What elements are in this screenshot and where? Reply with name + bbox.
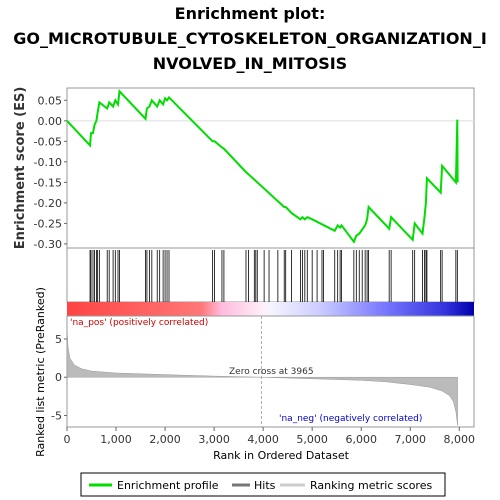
chart-title-line-2: GO_MICROTUBULE_CYTOSKELETON_ORGANIZATION…	[13, 29, 487, 48]
x-axis-label: Rank in Ordered Dataset	[213, 449, 350, 462]
ranked-metric-panel-frame	[66, 315, 475, 428]
legend-label-hits: Hits	[254, 479, 276, 492]
es-y-tick-label: 0.05	[38, 94, 63, 107]
legend-label-ranking: Ranking metric scores	[310, 479, 432, 492]
enrichment-profile-line	[66, 89, 459, 244]
metric-y-tick-label: 5	[55, 333, 62, 346]
x-tick-label: 0	[64, 433, 71, 446]
ranking-metric-area	[66, 327, 458, 426]
es-panel-frame	[66, 87, 475, 249]
hits-marks	[89, 250, 458, 302]
pos-correlated-label: 'na_pos' (positively correlated)	[70, 318, 208, 328]
x-axis: 0 1,000 2,000 3,000 4,000 5,000 6,000 7,000 8,00…	[64, 427, 476, 446]
rank-color-bar	[67, 302, 474, 316]
es-y-tick-label: 0.00	[38, 115, 63, 128]
x-tick-label: 4,000	[247, 433, 279, 446]
es-y-tick-label: -0.20	[34, 197, 62, 210]
chart-title-line-1: Enrichment plot:	[175, 4, 326, 23]
es-y-tick-label: -0.15	[34, 176, 62, 189]
metric-y-axis-label: Ranked list metric (PreRanked)	[34, 287, 47, 457]
es-y-axis: 0.05 0.00 -0.05 -0.10 -0.15 -0.20 -0.25 -0.30	[34, 94, 474, 251]
hits-panel-frame	[66, 247, 475, 303]
x-tick-label: 2,000	[149, 433, 181, 446]
es-y-tick-label: -0.05	[34, 135, 62, 148]
x-tick-label: 7,000	[395, 433, 427, 446]
zero-cross-label: Zero cross at 3965	[229, 367, 314, 377]
x-tick-label: 6,000	[345, 433, 377, 446]
legend-box	[80, 472, 446, 497]
metric-y-axis: 5 0 -5	[51, 333, 67, 423]
x-tick-label: 3,000	[198, 433, 230, 446]
es-y-axis-label: Enrichment score (ES)	[13, 87, 28, 250]
x-tick-label: 8,000	[444, 433, 476, 446]
es-y-tick-label: -0.25	[34, 217, 62, 230]
es-y-tick-label: -0.30	[34, 238, 62, 251]
legend-label-enrichment: Enrichment profile	[117, 479, 219, 492]
x-tick-label: 5,000	[296, 433, 328, 446]
neg-correlated-label: 'na_neg' (negatively correlated)	[279, 414, 422, 424]
x-tick-label: 1,000	[100, 433, 132, 446]
metric-y-tick-label: 0	[55, 371, 62, 384]
es-y-tick-label: -0.10	[34, 156, 62, 169]
chart-title-line-3: NVOLVED_IN_MITOSIS	[153, 54, 347, 73]
metric-y-tick-label: -5	[51, 410, 62, 423]
